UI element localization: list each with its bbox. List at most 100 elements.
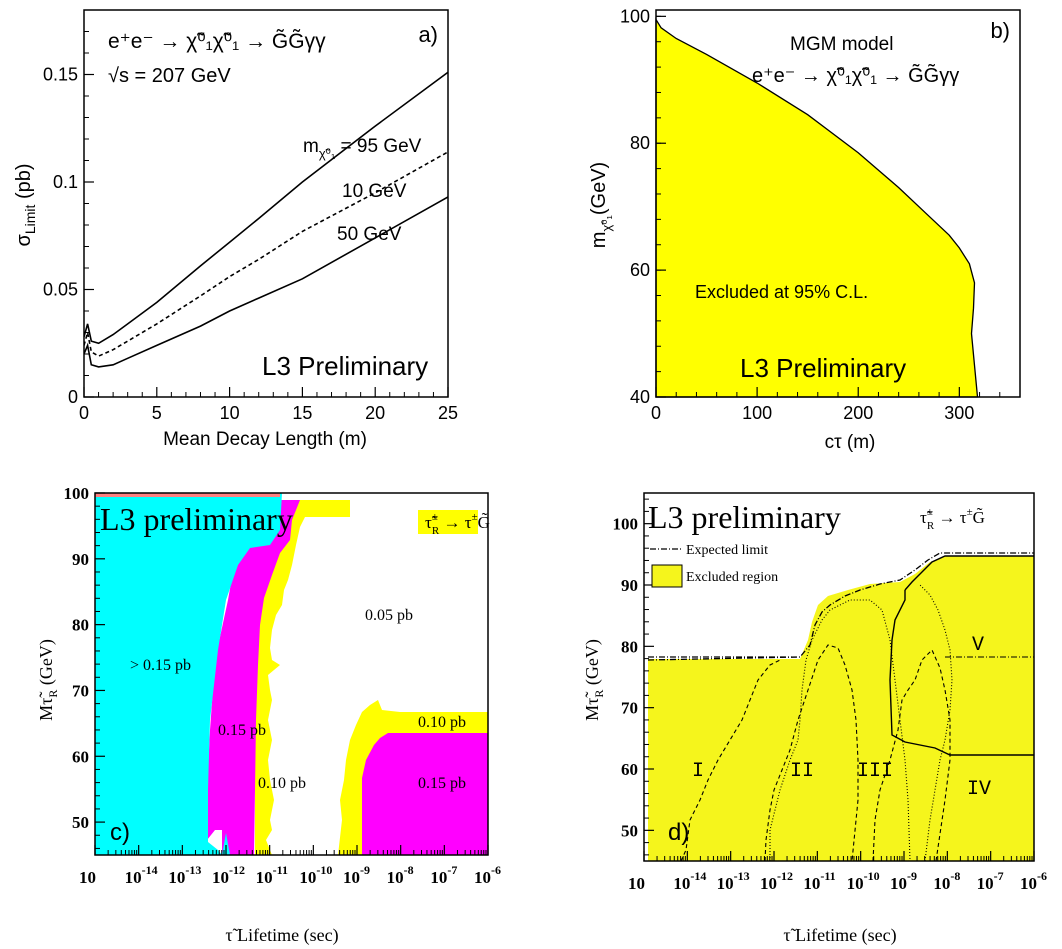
panel-c-ylabel: Mτ̃R (GeV): [36, 639, 60, 721]
panel-c-ytick-label: 80: [72, 616, 89, 635]
panel-a-series-label-50: 50 GeV: [337, 224, 402, 245]
panel-c-frame: [94, 492, 489, 856]
panel-d-xtick-label: 10-11: [803, 869, 835, 893]
panel-d-boundary-iii: [872, 649, 951, 862]
panel-a-ytick-label: 0.15: [43, 65, 78, 85]
panel-d-xtick-label-first: 10: [628, 874, 645, 893]
panel-b-region-label: Excluded at 95% C.L.: [695, 282, 868, 302]
panel-b-process-label: e⁺e⁻ → χ̃⁰₁χ̃⁰₁ → G̃G̃γγ: [752, 64, 959, 87]
panel-d-boundary-top: [904, 555, 1034, 591]
panel-d-frame: [643, 492, 1035, 862]
panel-d-region-label-0: I: [692, 760, 704, 783]
panel-d-boundary-iii-dotted: [919, 584, 953, 862]
panel-d-xtick-label: 10-12: [760, 869, 793, 893]
panel-d-boundary-i: [680, 659, 781, 862]
panel-c-legend-yellow: [418, 510, 478, 534]
panel-d-boundary-ii-dotted: [769, 599, 911, 862]
panel-c-ytick-label: 70: [72, 681, 89, 700]
panel-c-xtick-label-first: 10: [79, 868, 96, 887]
panel-b-xlabel: cτ (m): [825, 432, 876, 453]
panel-b-label: b): [990, 18, 1010, 43]
panel-c-magenta-region-right: [362, 733, 488, 855]
panel-b-xtick-label: 300: [944, 403, 974, 423]
panel-b: 0 100 200 300 40 60 80 100 b) MGM model e⁺e⁻ → …: [588, 6, 1021, 453]
panel-c-xtick-label: 10-7: [430, 863, 457, 887]
panel-d-xtick-label: 10-6: [1020, 869, 1047, 893]
panel-d-xtick-label: 10-13: [717, 869, 750, 893]
panel-c-region-label-0: > 0.15 pb: [130, 657, 191, 674]
panel-d-boundary-ii: [764, 644, 859, 862]
panel-a-series-label-95: mχ̃⁰₁ = 95 GeV: [303, 136, 422, 161]
panel-c-panel-label: c): [110, 819, 130, 846]
panel-b-ticks: 0 100 200 300 40 60 80 100: [620, 6, 1001, 423]
panel-c-cyan-region: [95, 493, 282, 855]
panel-a-process-label: e⁺e⁻ → χ̃⁰₁χ̃⁰₁ → G̃G̃γγ: [108, 30, 326, 53]
panel-c-xtick-label: 10-9: [343, 863, 370, 887]
panel-a-xtick-label: 10: [220, 403, 240, 423]
panel-a-watermark: L3 Preliminary: [262, 351, 428, 381]
panel-d-legend-swatch: [651, 564, 683, 588]
panel-b-model-label: MGM model: [790, 34, 893, 55]
panel-c-top-band: [95, 493, 280, 497]
panel-a-ytick-label: 0: [68, 387, 78, 407]
panel-a-energy-label: √s = 207 GeV: [108, 65, 231, 87]
panel-d-watermark: L3 preliminary: [648, 499, 841, 535]
panel-b-ytick-label: 60: [630, 260, 650, 280]
panel-a: 0 5 10 15 20 25 0 0.05 0.1 0.15 a) e⁺e⁻ → χ̃⁰₁χ̃⁰…: [13, 9, 458, 450]
panel-c-ytick-label: 50: [72, 813, 89, 832]
panel-d-legend-expected: Expected limit: [686, 543, 768, 558]
panel-c-region-label-3: 0.10 pb: [258, 775, 306, 792]
panel-a-xtick-label: 5: [152, 403, 162, 423]
panel-c-region-label-2: 0.05 pb: [365, 607, 413, 624]
panel-a-ytick-label: 0.1: [53, 172, 78, 192]
panel-d-ytick-label: 50: [621, 821, 638, 840]
panel-d-ytick-label: 70: [621, 699, 638, 718]
panel-a-xtick-label: 15: [292, 403, 312, 423]
panel-b-ytick-label: 80: [630, 133, 650, 153]
panel-a-xtick-label: 25: [438, 403, 458, 423]
panel-a-xtick-label: 20: [365, 403, 385, 423]
panel-d-ytick-label: 100: [613, 515, 639, 534]
panel-c-cyan-sliver: [222, 833, 230, 855]
panel-a-series-line-1: [84, 151, 448, 357]
panel-a-series-line-2: [84, 196, 448, 368]
panel-a-ylabel: σLimit (pb): [13, 163, 38, 246]
panel-d-xlabel: τ̃ Lifetime (sec): [783, 925, 896, 946]
panel-c-ytick-label: 60: [72, 747, 89, 766]
panel-c-region-label-1: 0.15 pb: [218, 722, 266, 739]
panel-c-xtick-label: 10-13: [168, 863, 201, 887]
panel-a-series: [84, 71, 448, 368]
panel-b-xtick-label: 0: [651, 403, 661, 423]
panel-c-xtick-label: 10-11: [256, 863, 288, 887]
panel-a-series-line-0: [84, 71, 448, 345]
panel-d-ytick-label: 60: [621, 760, 638, 779]
panel-c-region-label-5: 0.15 pb: [418, 775, 466, 792]
panel-b-xtick-label: 100: [742, 403, 772, 423]
panel-b-ytick-label: 40: [630, 387, 650, 407]
panel-c: 10-14 10-13 10-12 10-11 10-10 10-9 10-8 10-7 10-…: [36, 484, 501, 946]
panel-d-xtick-label: 10-8: [933, 869, 960, 893]
panel-c-yellow-region: [255, 500, 350, 855]
panel-d-boundary-iv: [889, 590, 1034, 756]
panel-c-xtick-label: 10-14: [125, 863, 158, 887]
panel-d-expected-limit: [647, 552, 1034, 661]
panel-a-xlabel: Mean Decay Length (m): [163, 429, 367, 450]
panel-b-ylabel: mχ̃⁰₁(GeV): [588, 162, 614, 248]
panel-d: 10-14 10-13 10-12 10-11 10-10 10-9 10-8 10-7 10-…: [582, 492, 1047, 946]
panel-a-ticks: 0 5 10 15 20 25 0 0.05 0.1 0.15: [43, 31, 458, 423]
panel-d-legend-excluded: Excluded region: [686, 570, 778, 585]
panel-c-ytick-label: 100: [64, 484, 90, 503]
panel-d-panel-label: d): [668, 819, 689, 846]
panel-d-region-label-1: II: [790, 760, 814, 783]
panel-b-excluded-area: [655, 17, 979, 398]
panel-a-xtick-label: 0: [79, 403, 89, 423]
panel-c-xtick-label: 10-12: [212, 863, 245, 887]
panel-c-xtick-label: 10-8: [387, 863, 414, 887]
panel-c-ticks: 10-14 10-13 10-12 10-11 10-10 10-9 10-8 10-7 10-…: [64, 484, 502, 887]
panel-c-magenta-region: [207, 500, 300, 855]
panel-d-ytick-label: 80: [621, 637, 638, 656]
panel-b-ytick-label: 100: [620, 6, 650, 26]
panel-d-xtick-label: 10-14: [673, 869, 706, 893]
panel-c-region-label-4: 0.10 pb: [418, 714, 466, 731]
